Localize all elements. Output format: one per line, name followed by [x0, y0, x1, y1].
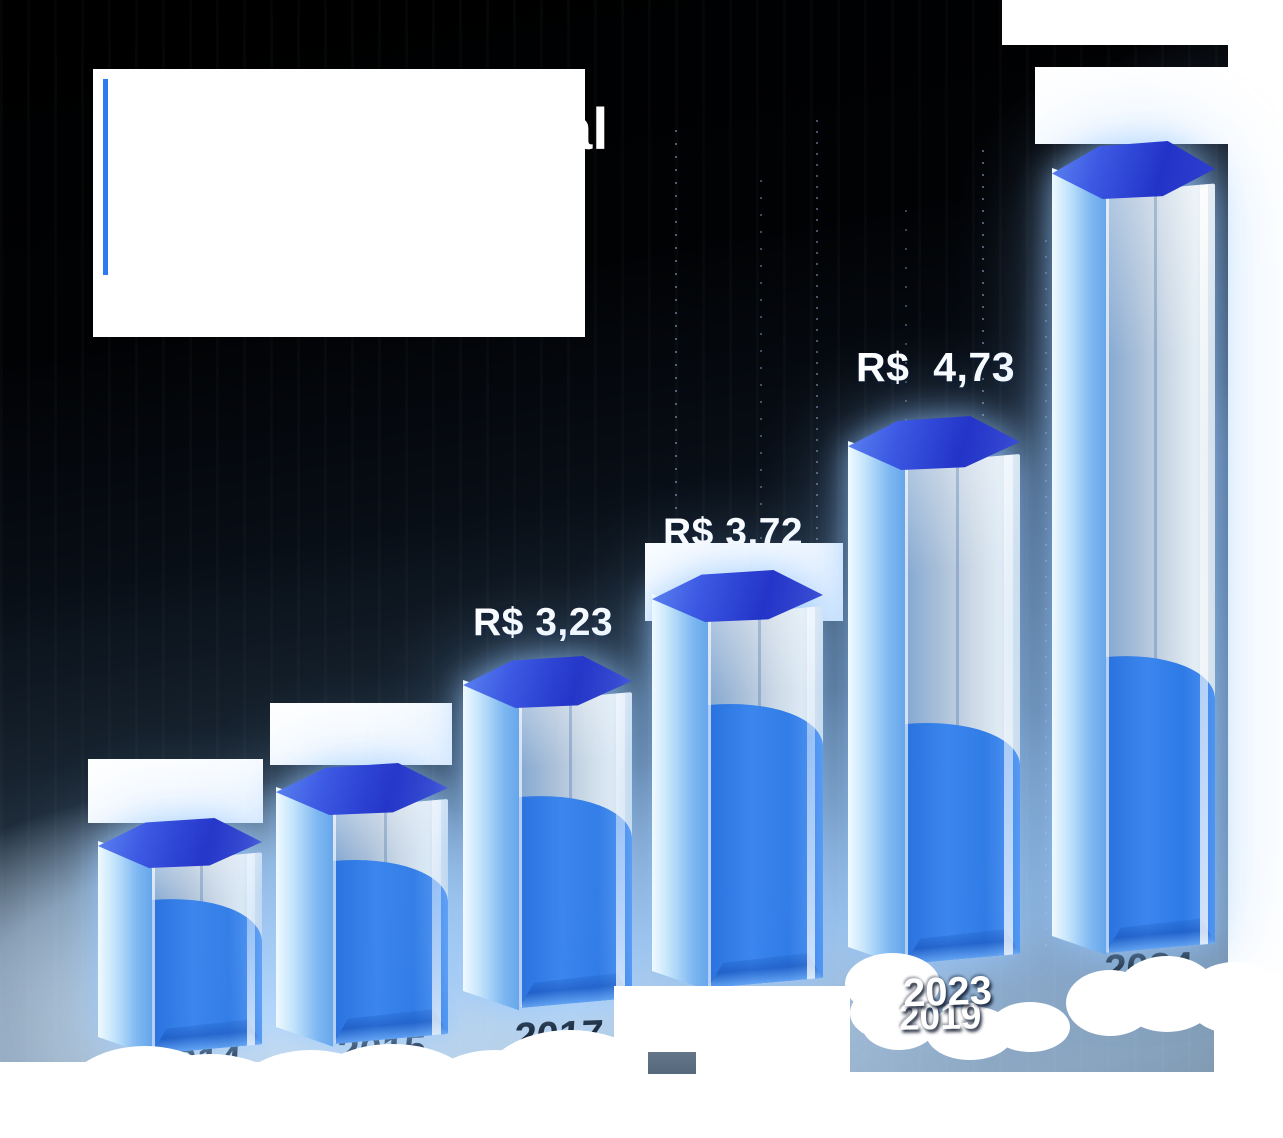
- bar-masked-year: [652, 570, 823, 991]
- bar-2024: [1052, 141, 1215, 955]
- value-mask-2024: [1035, 67, 1283, 144]
- value-label-2023: R$ 4,73: [856, 344, 1015, 390]
- bar-edge-highlight: [708, 615, 712, 988]
- cloud-mask: [862, 1000, 936, 1050]
- title-accent-bar: [103, 79, 108, 275]
- bar-front-face: [332, 798, 448, 1044]
- bar-edge-highlight: [332, 808, 336, 1044]
- title-white-mask-box: [93, 69, 585, 337]
- bar-2015: [276, 763, 448, 1047]
- bar-2023: [848, 416, 1020, 967]
- bar-2014: [98, 818, 262, 1056]
- value-label-2017: R$ 3,23: [473, 601, 614, 644]
- cloud-mask: [990, 1002, 1070, 1052]
- bar-gloss-strip: [431, 799, 441, 1036]
- value-mask-2014: [88, 759, 263, 823]
- bar-gloss-strip: [246, 853, 255, 1046]
- bar-2017: [463, 656, 632, 1011]
- bar-liquid-fill: [152, 890, 262, 1054]
- bar-gloss-strip: [1199, 184, 1208, 945]
- bar-liquid-fill: [332, 850, 448, 1044]
- bar-left-face: [463, 679, 519, 1011]
- bar-front-face: [904, 453, 1020, 964]
- bar-liquid-fill: [518, 786, 632, 1008]
- bar-front-face: [708, 605, 823, 988]
- bar-gloss-strip: [616, 692, 625, 1000]
- bar-gloss-strip: [1003, 454, 1013, 956]
- bar-edge-highlight: [518, 701, 522, 1008]
- bar-left-face: [276, 786, 333, 1047]
- bar-front-face: [1105, 183, 1215, 954]
- bar-left-face: [848, 440, 905, 967]
- value-mask-2015: [270, 703, 452, 765]
- bar-edge-highlight: [1105, 192, 1109, 953]
- bar-left-face: [1052, 168, 1106, 955]
- bar-left-face: [98, 840, 153, 1056]
- background-patch: [648, 1052, 696, 1074]
- bar-left-face: [652, 593, 709, 991]
- bar-liquid-fill: [904, 713, 1020, 964]
- bar-edge-highlight: [904, 463, 908, 964]
- bar-gloss-strip: [806, 606, 816, 980]
- bar-front-face: [152, 852, 262, 1054]
- bar-edge-highlight: [152, 861, 156, 1054]
- bar-liquid-fill: [1105, 647, 1215, 953]
- bar-front-face: [518, 692, 632, 1008]
- year-label-2023: 2023: [902, 968, 993, 1016]
